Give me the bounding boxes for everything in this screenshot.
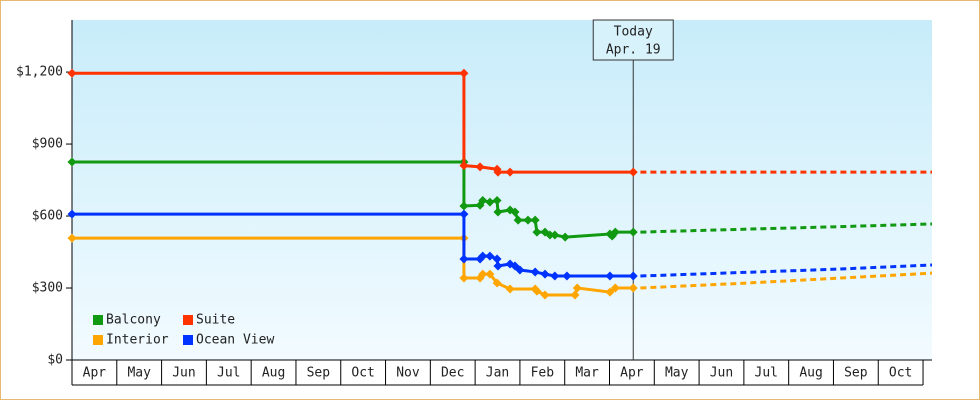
legend-label: Interior (106, 333, 169, 348)
point (492, 254, 502, 264)
y-tick-label: $600 (32, 209, 63, 224)
point (459, 273, 469, 283)
point (530, 215, 540, 225)
point (610, 227, 620, 237)
x-tick-label: Jul (755, 366, 778, 381)
point (459, 209, 469, 219)
point (550, 230, 560, 240)
x-tick-label: Nov (396, 366, 420, 381)
point (628, 283, 638, 293)
point (510, 261, 520, 271)
point (505, 284, 515, 294)
point (605, 287, 615, 297)
point (459, 254, 469, 264)
x-tick-label: Dec (441, 366, 464, 381)
point (628, 271, 638, 281)
point (505, 167, 515, 177)
x-tick-label: May (665, 366, 689, 381)
point (523, 215, 533, 225)
x-tick-label: Apr (83, 366, 107, 381)
point (540, 269, 550, 279)
point (532, 286, 542, 296)
today-label: Today (614, 25, 653, 40)
point (492, 278, 502, 288)
x-tick-label: Jan (486, 366, 509, 381)
point (67, 233, 77, 243)
today-box (592, 19, 674, 61)
x-tick-label: Jun (172, 366, 195, 381)
legend-label: Balcony (106, 313, 161, 328)
point (67, 68, 77, 78)
point (493, 167, 503, 177)
forecast-line (640, 263, 933, 278)
point (459, 161, 469, 171)
point (610, 283, 620, 293)
point (67, 209, 77, 219)
point (545, 230, 555, 240)
x-tick-label: May (127, 366, 151, 381)
legend-swatch (183, 335, 193, 345)
legend-label: Ocean View (196, 333, 274, 348)
point (475, 162, 485, 172)
y-tick-label: $1,200 (16, 65, 63, 80)
point (478, 269, 488, 279)
point (530, 267, 540, 277)
y-tick-label: $300 (32, 281, 63, 296)
x-tick-label: Sep (307, 366, 331, 381)
point (478, 195, 488, 205)
point (459, 68, 469, 78)
x-tick-label: Jul (217, 366, 240, 381)
x-tick-label: Mar (575, 366, 599, 381)
point (513, 215, 523, 225)
point (572, 283, 582, 293)
legend-swatch (93, 335, 103, 345)
point (485, 197, 495, 207)
point (67, 157, 77, 167)
point (532, 227, 542, 237)
x-tick-label: Oct (889, 366, 912, 381)
point (570, 290, 580, 300)
x-tick-label: Aug (262, 366, 285, 381)
point (485, 269, 495, 279)
point (605, 271, 615, 281)
point (485, 251, 495, 261)
point (550, 271, 560, 281)
point (492, 195, 502, 205)
plot-area (72, 20, 932, 360)
point (478, 251, 488, 261)
point (459, 201, 469, 211)
point (540, 290, 550, 300)
y-tick-label: $0 (47, 353, 63, 368)
forecast-line (640, 222, 933, 234)
x-tick-label: Jun (710, 366, 733, 381)
point (493, 261, 503, 271)
point (562, 271, 572, 281)
legend-label: Suite (196, 313, 235, 328)
point (560, 232, 570, 242)
x-tick-label: Oct (351, 366, 374, 381)
point (510, 207, 520, 217)
legend-swatch (93, 315, 103, 325)
point (628, 227, 638, 237)
legend-swatch (183, 315, 193, 325)
point (515, 265, 525, 275)
point (493, 207, 503, 217)
price-line (72, 236, 634, 297)
x-tick-label: Aug (799, 366, 822, 381)
today-label: Apr. 19 (606, 43, 661, 58)
y-tick-label: $900 (32, 137, 63, 152)
x-tick-label: Feb (531, 366, 555, 381)
point (628, 167, 638, 177)
x-tick-label: Apr (620, 366, 644, 381)
forecast-line (640, 271, 933, 290)
x-tick-label: Sep (844, 366, 868, 381)
